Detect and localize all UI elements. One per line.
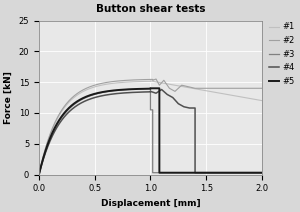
#1 <box>260 99 264 102</box>
#4 <box>160 88 164 91</box>
#3 <box>149 87 152 89</box>
#2 <box>138 78 142 81</box>
#4 <box>72 106 76 109</box>
Line: #2: #2 <box>39 79 262 174</box>
#5 <box>51 131 54 134</box>
#4 <box>142 91 146 93</box>
#4 <box>260 172 264 174</box>
#3 <box>136 88 140 90</box>
Line: #5: #5 <box>39 88 262 174</box>
#3 <box>37 173 41 176</box>
#4 <box>37 173 41 176</box>
#2 <box>144 78 148 81</box>
#1 <box>37 173 41 176</box>
#2 <box>119 80 122 82</box>
Line: #4: #4 <box>39 89 262 174</box>
#2 <box>144 78 148 81</box>
Title: Button shear tests: Button shear tests <box>96 4 205 14</box>
Y-axis label: Force [kN]: Force [kN] <box>4 71 13 124</box>
#1 <box>254 98 258 101</box>
#5 <box>149 87 152 89</box>
#3 <box>54 126 58 128</box>
#1 <box>125 81 129 83</box>
#5 <box>106 90 110 92</box>
X-axis label: Displacement [mm]: Displacement [mm] <box>100 199 200 208</box>
#1 <box>149 80 152 82</box>
#5 <box>137 88 140 90</box>
#5 <box>112 89 115 92</box>
#3 <box>260 172 264 174</box>
#4 <box>243 172 247 174</box>
#1 <box>210 91 214 93</box>
#4 <box>53 130 56 133</box>
Legend: #1, #2, #3, #4, #5: #1, #2, #3, #4, #5 <box>268 22 296 86</box>
#4 <box>127 91 130 94</box>
#3 <box>203 172 206 174</box>
#3 <box>115 89 118 92</box>
#2 <box>154 78 158 80</box>
#1 <box>127 81 130 83</box>
#2 <box>66 100 70 103</box>
#2 <box>131 79 134 81</box>
Line: #3: #3 <box>39 88 262 174</box>
#2 <box>37 173 41 176</box>
#2 <box>260 87 264 89</box>
#3 <box>55 124 58 126</box>
#5 <box>75 100 78 103</box>
#5 <box>37 173 41 176</box>
#5 <box>260 172 264 174</box>
#4 <box>205 172 209 174</box>
#5 <box>134 88 138 90</box>
#1 <box>148 80 152 82</box>
#1 <box>138 80 141 83</box>
Line: #1: #1 <box>39 81 262 174</box>
#3 <box>38 170 41 173</box>
